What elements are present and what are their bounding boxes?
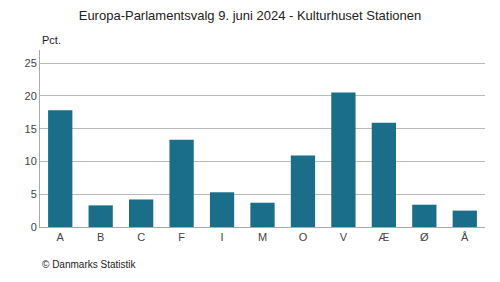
svg-text:V: V — [340, 231, 348, 243]
svg-text:Å: Å — [461, 231, 469, 243]
svg-text:M: M — [258, 231, 267, 243]
svg-text:I: I — [221, 231, 224, 243]
svg-text:A: A — [57, 231, 65, 243]
svg-text:Æ: Æ — [378, 231, 389, 243]
svg-text:C: C — [137, 231, 145, 243]
svg-text:Europa-Parlamentsvalg 9. juni: Europa-Parlamentsvalg 9. juni 2024 - Kul… — [79, 8, 422, 23]
svg-text:O: O — [299, 231, 308, 243]
svg-text:20: 20 — [25, 90, 37, 102]
svg-text:Ø: Ø — [420, 231, 429, 243]
svg-text:Pct.: Pct. — [42, 34, 61, 46]
svg-text:F: F — [178, 231, 185, 243]
svg-text:15: 15 — [25, 123, 37, 135]
svg-text:0: 0 — [31, 221, 37, 233]
svg-text:25: 25 — [25, 57, 37, 69]
svg-text:5: 5 — [31, 188, 37, 200]
svg-text:© Danmarks Statistik: © Danmarks Statistik — [42, 259, 137, 270]
svg-text:10: 10 — [25, 155, 37, 167]
svg-text:B: B — [97, 231, 104, 243]
